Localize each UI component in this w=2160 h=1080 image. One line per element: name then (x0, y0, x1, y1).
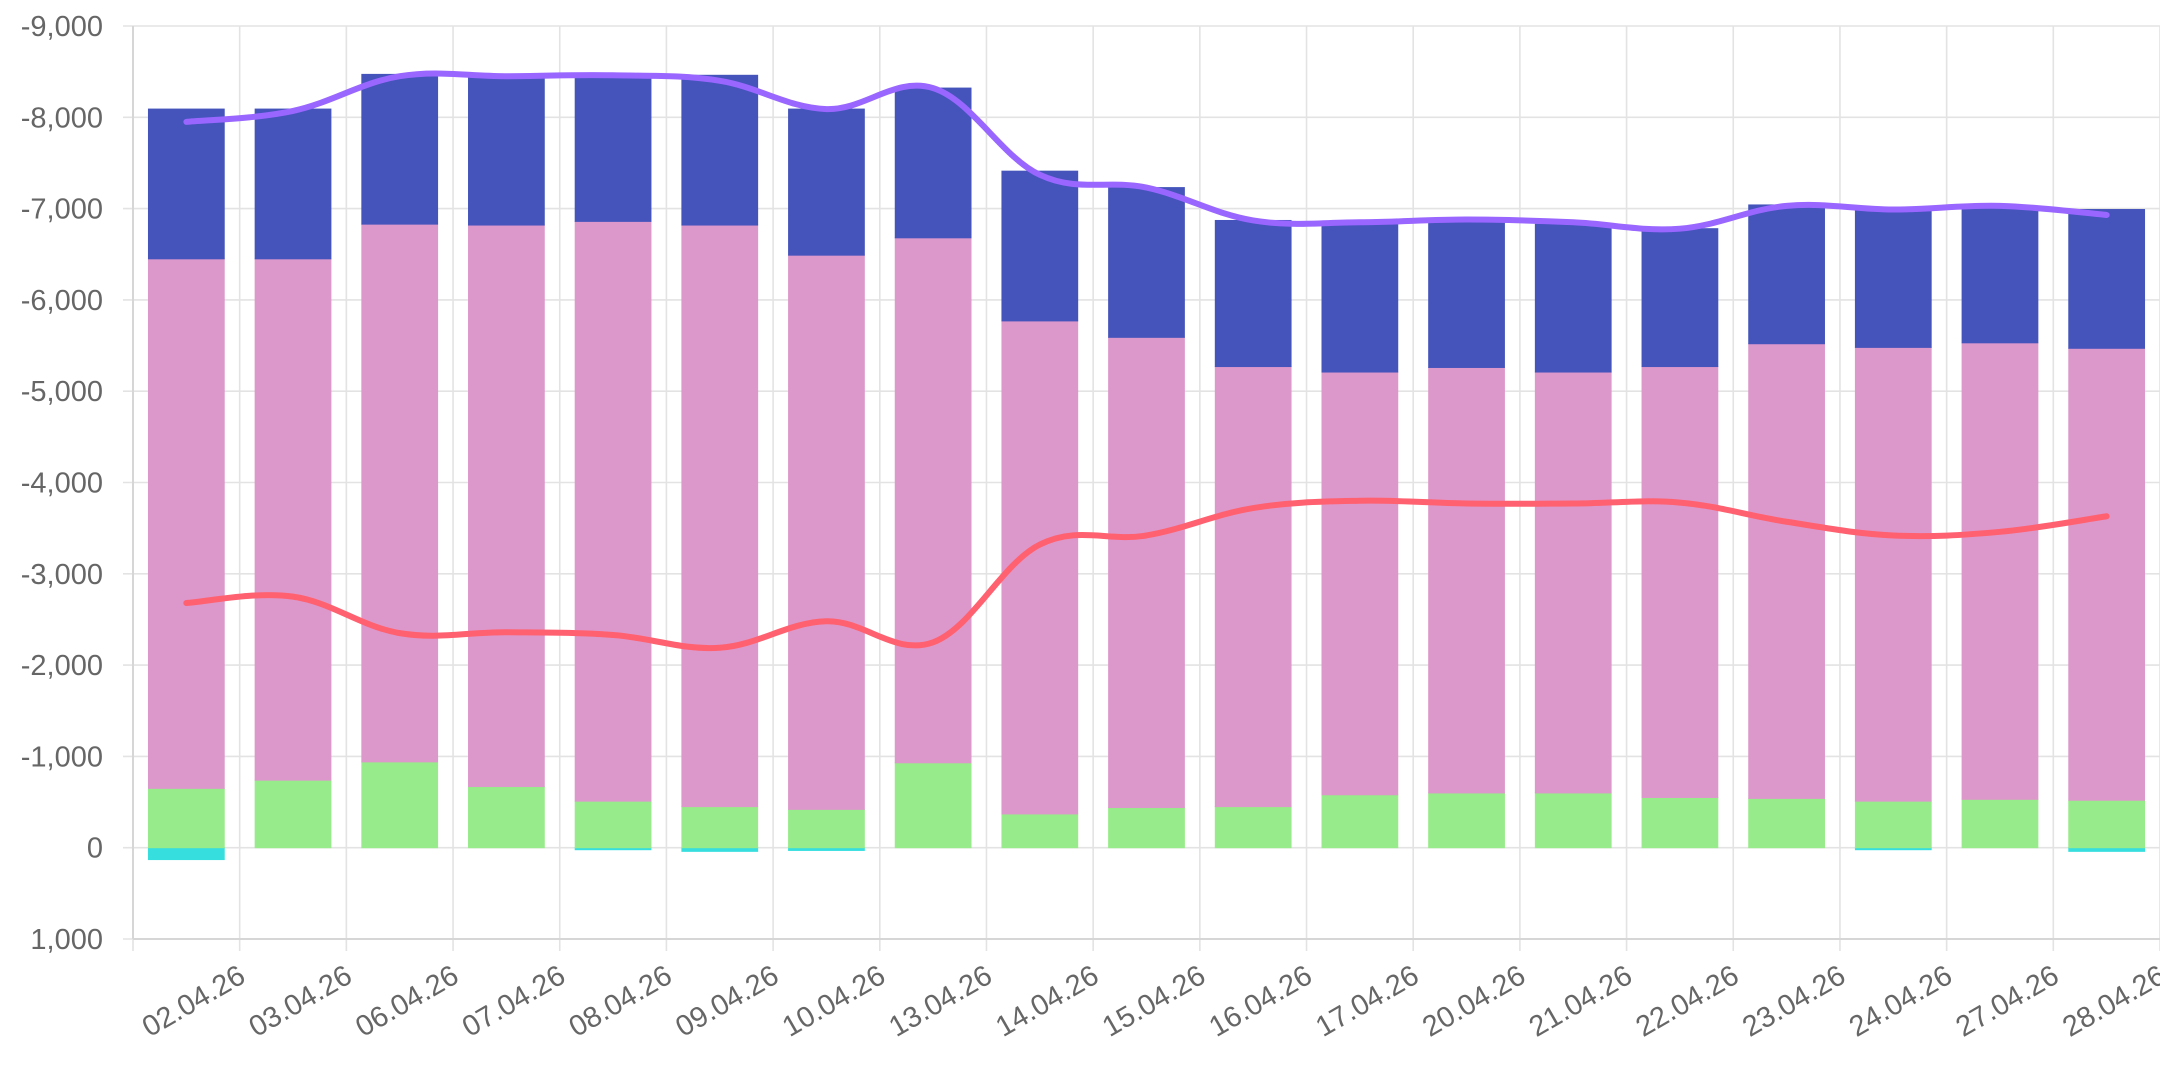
bar-green-02.04.26 (147, 787, 225, 849)
bar-cyan-28.04.26 (2068, 847, 2146, 852)
y-tick-label: -3,000 (21, 559, 103, 591)
x-tick-label: 09.04.26 (670, 959, 784, 1043)
bar-pink-24.04.26 (1854, 346, 1932, 802)
bar-pink-17.04.26 (1321, 371, 1399, 796)
bar-pink-15.04.26 (1108, 336, 1185, 809)
bar-pink-08.04.26 (574, 220, 652, 802)
y-tick-label: -5,000 (21, 376, 103, 408)
x-tick-label: 15.04.26 (1097, 959, 1211, 1043)
y-tick-label: 0 (87, 833, 103, 865)
bar-blue-23.04.26 (1748, 204, 1825, 345)
bar-blue-16.04.26 (1214, 219, 1292, 368)
bar-green-22.04.26 (1641, 796, 1719, 849)
bar-blue-14.04.26 (1001, 170, 1079, 322)
bar-pink-06.04.26 (361, 223, 439, 763)
x-tick-label: 06.04.26 (350, 959, 464, 1043)
x-tick-label: 21.04.26 (1524, 959, 1638, 1043)
y-tick-label: -8,000 (21, 102, 103, 134)
bar-blue-28.04.26 (2068, 209, 2146, 349)
bar-blue-17.04.26 (1321, 221, 1399, 373)
x-tick-label: 27.04.26 (1951, 959, 2065, 1043)
x-tick-label: 23.04.26 (1737, 959, 1851, 1043)
line-series (183, 70, 2110, 652)
bar-green-06.04.26 (361, 761, 439, 849)
bar-green-28.04.26 (2068, 799, 2146, 849)
bar-green-24.04.26 (1854, 800, 1932, 849)
y-tick-label: -6,000 (21, 285, 103, 317)
bar-blue-20.04.26 (1428, 219, 1505, 368)
bar-blue-27.04.26 (1961, 208, 2039, 344)
line-purple (183, 70, 2110, 233)
bar-pink-10.04.26 (788, 254, 865, 810)
x-tick-label: 03.04.26 (244, 959, 358, 1043)
y-tick-label: -4,000 (21, 468, 103, 500)
bar-blue-15.04.26 (1108, 187, 1185, 338)
x-tick-label: 10.04.26 (777, 959, 891, 1043)
x-tick-label: 14.04.26 (990, 959, 1104, 1043)
bar-green-16.04.26 (1214, 806, 1292, 849)
bar-green-15.04.26 (1108, 807, 1185, 849)
bar-green-27.04.26 (1961, 798, 2039, 849)
bar-pink-14.04.26 (1001, 320, 1079, 815)
bar-blue-09.04.26 (681, 74, 759, 226)
bar-pink-03.04.26 (254, 258, 332, 781)
bar-green-14.04.26 (1001, 813, 1079, 849)
bar-pink-23.04.26 (1748, 343, 1825, 799)
bar-blue-10.04.26 (788, 108, 865, 256)
x-tick-label: 28.04.26 (2057, 959, 2160, 1043)
bar-pink-09.04.26 (681, 224, 759, 808)
x-tick-label: 20.04.26 (1417, 959, 1531, 1043)
bar-green-09.04.26 (681, 806, 759, 849)
bar-blue-21.04.26 (1534, 223, 1612, 373)
x-tick-label: 16.04.26 (1204, 959, 1318, 1043)
bar-blue-03.04.26 (254, 108, 332, 260)
bar-green-03.04.26 (254, 779, 332, 849)
bar-blue-13.04.26 (894, 87, 972, 239)
bar-pink-27.04.26 (1961, 342, 2039, 800)
bar-green-21.04.26 (1534, 792, 1612, 849)
bar-pink-20.04.26 (1428, 366, 1505, 794)
x-tick-label: 02.04.26 (137, 959, 251, 1043)
x-tick-label: 13.04.26 (884, 959, 998, 1043)
bar-pink-16.04.26 (1214, 366, 1292, 808)
bar-pink-22.04.26 (1641, 366, 1719, 798)
line-red (183, 497, 2110, 652)
y-tick-label: 1,000 (30, 924, 103, 956)
bar-green-23.04.26 (1748, 797, 1825, 849)
y-tick-label: -9,000 (21, 11, 103, 43)
bar-green-17.04.26 (1321, 794, 1399, 849)
grid-lines (123, 25, 2160, 951)
bar-blue-07.04.26 (468, 75, 545, 226)
bar-blue-08.04.26 (574, 74, 652, 222)
bar-blue-24.04.26 (1854, 208, 1932, 348)
bar-blue-06.04.26 (361, 73, 439, 225)
bar-green-08.04.26 (574, 800, 652, 849)
bar-blue-02.04.26 (147, 108, 225, 260)
x-tick-label: 24.04.26 (1844, 959, 1958, 1043)
bar-pink-13.04.26 (894, 237, 972, 764)
bar-series (147, 73, 2146, 861)
bar-green-07.04.26 (468, 786, 545, 849)
x-tick-label: 07.04.26 (457, 959, 571, 1043)
bar-pink-07.04.26 (468, 224, 545, 788)
bar-green-10.04.26 (788, 808, 865, 849)
bar-cyan-09.04.26 (681, 847, 759, 852)
bar-pink-02.04.26 (147, 258, 225, 789)
bar-blue-22.04.26 (1641, 228, 1719, 368)
bar-pink-21.04.26 (1534, 371, 1612, 794)
bar-cyan-02.04.26 (147, 847, 225, 861)
x-tick-label: 17.04.26 (1311, 959, 1425, 1043)
bar-green-13.04.26 (894, 762, 972, 849)
x-tick-label: 08.04.26 (564, 959, 678, 1043)
y-tick-label: -7,000 (21, 194, 103, 226)
y-axis: 1,000 0 -1,000 -2,000 -3,000 -4,000 -5,000 -6,0… (21, 11, 103, 956)
x-tick-label: 22.04.26 (1631, 959, 1745, 1043)
bar-green-20.04.26 (1428, 792, 1505, 849)
x-axis: 02.04.2603.04.2606.04.2607.04.2608.04.26… (137, 959, 2160, 1043)
y-tick-label: -1,000 (21, 741, 103, 773)
y-tick-label: -2,000 (21, 650, 103, 682)
bar-pink-28.04.26 (2068, 347, 2146, 801)
